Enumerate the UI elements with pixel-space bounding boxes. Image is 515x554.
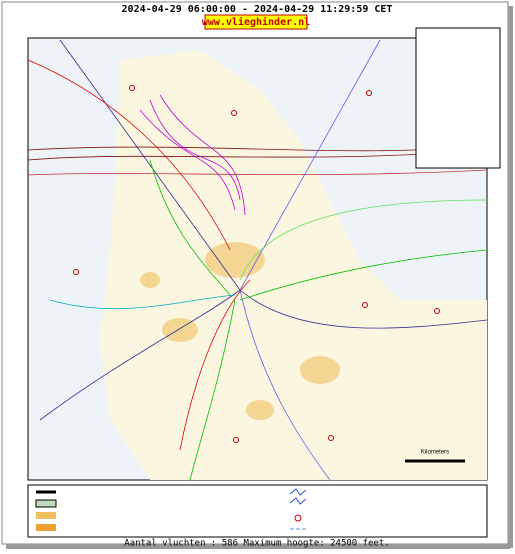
legend-box <box>415 27 501 169</box>
built-up <box>140 242 340 420</box>
title: 2024-04-29 06:00:00 - 2024-04-29 11:29:5… <box>122 4 393 15</box>
key-symbol <box>35 499 57 508</box>
shadow <box>6 544 510 549</box>
scale-title: Kilometers <box>421 450 449 456</box>
footer: Aantal vluchten : 586 Maximum hoogte: 24… <box>124 539 390 549</box>
key-symbol <box>36 524 56 531</box>
site-badge[interactable] <box>204 14 308 30</box>
key-symbol <box>289 488 307 505</box>
key-symbol <box>36 512 56 519</box>
tma-exit-points <box>73 85 440 443</box>
shadow <box>508 6 513 548</box>
key-symbol <box>294 514 302 522</box>
site-link[interactable]: www.vlieghinder.nl <box>202 16 310 28</box>
key-panel <box>27 484 488 538</box>
